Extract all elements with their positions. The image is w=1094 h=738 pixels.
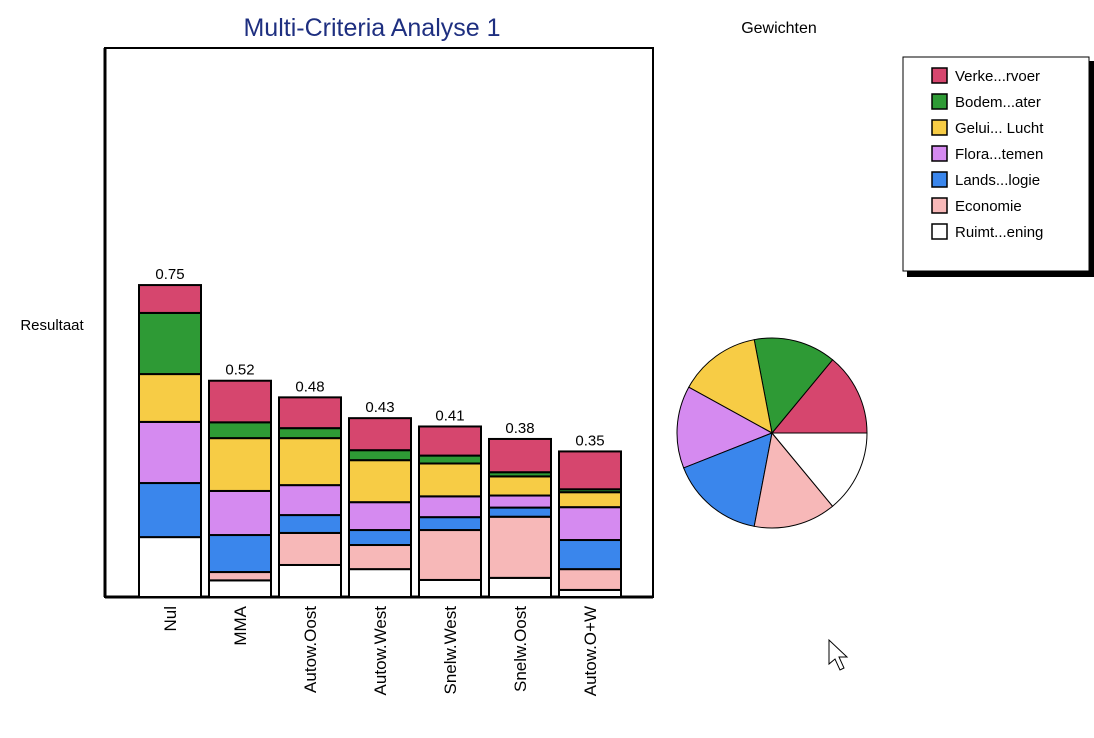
pie-slice	[683, 432, 773, 527]
bar-segment	[488, 576, 552, 598]
legend-swatch	[931, 67, 948, 84]
bar-segment	[138, 420, 202, 485]
total-label: 0.43	[365, 399, 394, 416]
bar-segment	[348, 501, 412, 532]
bar-segment	[208, 579, 272, 599]
bar-segment	[278, 437, 342, 487]
total-label: 0.48	[295, 378, 324, 395]
chart-title: Multi-Criteria Analyse 1	[243, 14, 500, 42]
bar-segment	[208, 379, 272, 424]
total-label: 0.41	[435, 407, 464, 424]
bar-segment	[558, 588, 622, 599]
bar-segment	[348, 459, 412, 504]
bar-segment	[558, 491, 622, 509]
pie-slice	[753, 431, 834, 529]
x-tick-label: MMA	[231, 605, 250, 645]
bar-segment	[558, 539, 622, 571]
x-tick-label: Autow.West	[371, 606, 390, 696]
legend-swatch	[931, 119, 948, 136]
bar-segment	[488, 515, 552, 579]
legend-label: Gelui... Lucht	[955, 120, 1044, 137]
bar-segment	[278, 427, 342, 440]
bar-segment	[278, 531, 342, 566]
x-tick-label: Nul	[161, 606, 180, 632]
legend-label: Verke...rvoer	[955, 68, 1040, 85]
legend-label: Economie	[955, 198, 1022, 215]
legend-label: Bodem...ater	[955, 94, 1041, 111]
legend-label: Ruimt...ening	[955, 224, 1043, 241]
pie-slice	[676, 386, 774, 469]
legend-swatch	[931, 171, 948, 188]
x-tick-label: Autow.Oost	[301, 606, 320, 693]
bar-segment	[418, 495, 482, 519]
legend-swatch	[931, 93, 948, 110]
bar-segment	[418, 529, 482, 581]
cursor	[828, 638, 849, 671]
bar-segment	[488, 506, 552, 518]
total-label: 0.52	[225, 362, 254, 379]
bar-segment	[348, 544, 412, 571]
legend-swatch	[931, 145, 948, 162]
legend-label: Flora...temen	[955, 146, 1043, 163]
pie-slice	[753, 337, 834, 435]
bar-segment	[138, 536, 202, 598]
legend-label: Lands...logie	[955, 172, 1040, 189]
pie-slice	[770, 432, 868, 507]
pie-slice	[688, 339, 773, 434]
bar-segment	[348, 449, 412, 462]
pie-slice	[770, 359, 868, 434]
bar-segment	[278, 514, 342, 534]
x-tick-label: Autow.O+W	[581, 606, 600, 696]
bar-segment	[138, 482, 202, 539]
total-label: 0.38	[505, 420, 534, 437]
bar-segment	[418, 462, 482, 498]
bar-segment	[418, 578, 482, 599]
bar-segment	[558, 450, 622, 491]
bar-segment	[348, 568, 412, 599]
bar-segment	[488, 475, 552, 497]
bar-segment	[418, 516, 482, 532]
bar-segment	[138, 311, 202, 376]
bar-segment	[348, 529, 412, 547]
legend-swatch	[931, 223, 948, 240]
bar-segment	[278, 563, 342, 598]
total-label: 0.35	[575, 432, 604, 449]
total-label: 0.75	[155, 266, 184, 283]
bar-segment	[278, 396, 342, 430]
bar-segment	[208, 437, 272, 492]
y-axis-label: Resultaat	[20, 317, 84, 334]
bar-segment	[208, 571, 272, 582]
legend-swatch	[931, 197, 948, 214]
bar-segment	[278, 484, 342, 517]
bar-segment	[348, 417, 412, 452]
bar-segment	[418, 425, 482, 457]
bar-segment	[488, 494, 552, 509]
bar-segment	[138, 284, 202, 314]
x-tick-label: Snelw.Oost	[511, 606, 530, 692]
bar-segment	[138, 373, 202, 423]
bar-segment	[208, 421, 272, 440]
bar-segment	[558, 506, 622, 542]
bar-segment	[208, 489, 272, 537]
bar-segment	[488, 437, 552, 474]
x-tick-label: Snelw.West	[441, 606, 460, 695]
bar-segment	[208, 534, 272, 574]
bar-segment	[558, 568, 622, 591]
bar-segment	[418, 454, 482, 465]
pie-title: Gewichten	[741, 20, 817, 37]
